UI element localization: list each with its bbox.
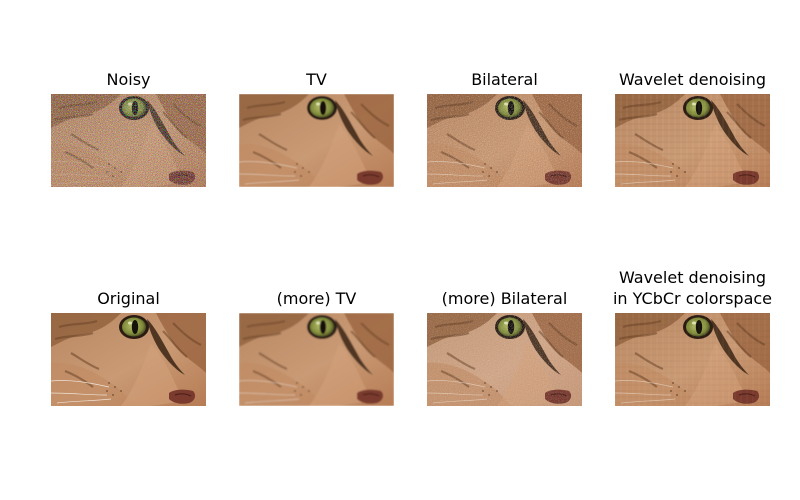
panel-title: Noisy xyxy=(106,70,151,89)
panel-wavelet: Wavelet denoising xyxy=(615,70,770,187)
cat-face-drawing xyxy=(239,94,394,187)
cat-face-image xyxy=(239,313,394,406)
cat-face-drawing xyxy=(615,94,770,187)
panel-bilateral: Bilateral xyxy=(427,70,582,187)
panel-title: Wavelet denoising in YCbCr colorspace xyxy=(612,268,773,308)
cat-face-image xyxy=(427,313,582,406)
panel-title: Original xyxy=(97,289,160,308)
panel-noisy: Noisy xyxy=(51,70,206,187)
cat-face-image xyxy=(615,313,770,406)
cat-face-drawing xyxy=(427,94,582,187)
cat-face-image xyxy=(51,313,206,406)
panel-tv: TV xyxy=(239,70,394,187)
panel-original: Original xyxy=(51,289,206,406)
cat-face-drawing xyxy=(239,313,394,406)
panel-more-tv: (more) TV xyxy=(239,289,394,406)
cat-face-drawing xyxy=(427,313,582,406)
panel-more-bilateral: (more) Bilateral xyxy=(427,289,582,406)
cat-face-image xyxy=(615,94,770,187)
panel-title: Wavelet denoising xyxy=(618,70,766,89)
cat-face-drawing xyxy=(51,313,206,406)
panel-title: (more) TV xyxy=(276,289,357,308)
panel-wavelet-ycbcr: Wavelet denoising in YCbCr colorspace xyxy=(613,268,772,406)
panel-title: Bilateral xyxy=(471,70,538,89)
cat-face-image xyxy=(51,94,206,187)
cat-face-drawing xyxy=(51,94,206,187)
cat-face-image xyxy=(427,94,582,187)
cat-face-image xyxy=(239,94,394,187)
panel-title: TV xyxy=(306,70,327,89)
cat-face-drawing xyxy=(615,313,770,406)
panel-title: (more) Bilateral xyxy=(441,289,568,308)
